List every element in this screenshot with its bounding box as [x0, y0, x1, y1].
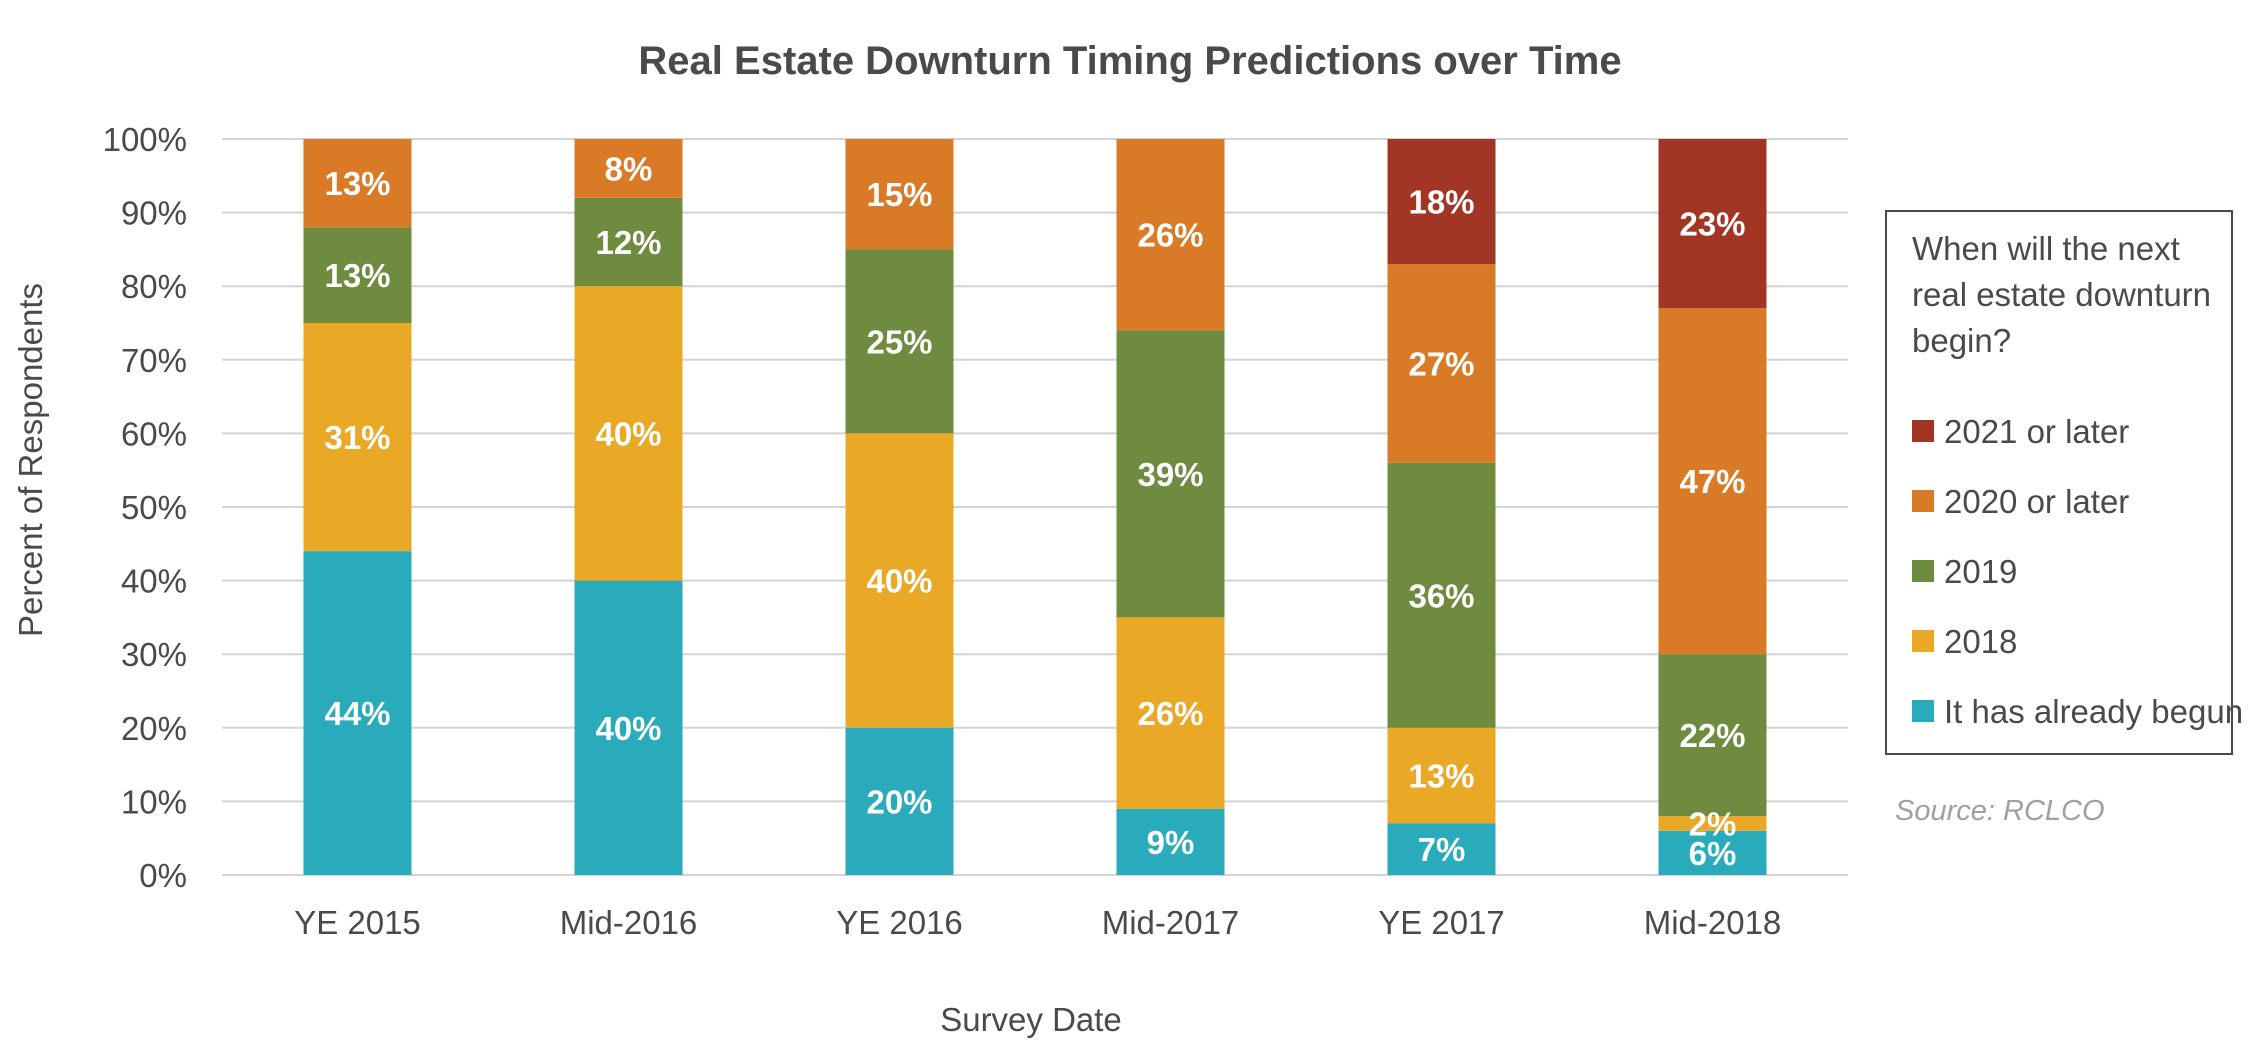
data-label: 47%: [1679, 463, 1745, 500]
legend-swatch: [1912, 700, 1934, 722]
data-label: 39%: [1137, 456, 1203, 493]
data-label: 12%: [595, 224, 661, 261]
data-label: 22%: [1679, 717, 1745, 754]
bar-segment: [1658, 139, 1767, 309]
y-tick-label: 0%: [139, 857, 187, 894]
data-label: 23%: [1679, 206, 1745, 243]
bar-segment: [303, 551, 412, 875]
legend-item-label: 2020 or later: [1944, 483, 2129, 520]
bar-segment: [574, 286, 683, 581]
bar-segment: [1116, 808, 1225, 875]
y-tick-label: 40%: [121, 563, 187, 600]
y-tick-label: 100%: [103, 121, 187, 158]
legend-swatch: [1912, 560, 1934, 582]
data-label: 13%: [324, 165, 390, 202]
legend-title: real estate downturn: [1912, 276, 2211, 313]
bar-segment: [1387, 264, 1496, 463]
bar-segment: [574, 197, 683, 287]
data-label: 40%: [595, 415, 661, 452]
bar-segment: [1387, 727, 1496, 824]
bar-segment: [1116, 139, 1225, 331]
bar-segment: [1658, 308, 1767, 655]
data-label: 27%: [1408, 345, 1474, 382]
data-label: 44%: [324, 695, 390, 732]
bar-segment: [1658, 816, 1767, 831]
bar-segment: [574, 139, 683, 198]
y-axis-title: Percent of Respondents: [12, 283, 49, 637]
data-label: 25%: [866, 323, 932, 360]
bar-segment: [1658, 654, 1767, 817]
data-label: 6%: [1689, 835, 1737, 872]
data-label: 20%: [866, 783, 932, 820]
y-tick-label: 30%: [121, 636, 187, 673]
data-label: 26%: [1137, 217, 1203, 254]
legend-title: begin?: [1912, 322, 2011, 359]
bar-segment: [1387, 462, 1496, 728]
legend-item-label: 2019: [1944, 553, 2017, 590]
y-tick-label: 60%: [121, 415, 187, 452]
chart-title: Real Estate Downturn Timing Predictions …: [638, 39, 1621, 83]
x-tick-label: YE 2017: [1378, 904, 1505, 941]
y-tick-label: 70%: [121, 342, 187, 379]
x-tick-label: Mid-2017: [1102, 904, 1240, 941]
x-axis-title: Survey Date: [940, 1001, 1122, 1038]
x-tick-label: Mid-2016: [560, 904, 698, 941]
legend-item-label: 2018: [1944, 623, 2017, 660]
data-label: 7%: [1418, 831, 1466, 868]
legend-title: When will the next: [1912, 230, 2180, 267]
x-tick-label: YE 2016: [836, 904, 963, 941]
source-note: Source: RCLCO: [1895, 795, 2105, 827]
bar-segment: [845, 727, 954, 875]
bar-segment: [303, 139, 412, 228]
data-label: 15%: [866, 176, 932, 213]
data-label: 18%: [1408, 184, 1474, 221]
legend-swatch: [1912, 420, 1934, 442]
y-tick-label: 80%: [121, 268, 187, 305]
bar-segment: [1116, 617, 1225, 809]
legend-item-label: It has already begun: [1944, 693, 2243, 730]
legend: When will the next real estate downturn be…: [1885, 210, 2243, 755]
y-tick-label: 20%: [121, 710, 187, 747]
data-label: 13%: [1408, 758, 1474, 795]
x-tick-label: YE 2015: [294, 904, 421, 941]
legend-box: [1885, 210, 2233, 755]
x-axis-ticks: YE 2015 Mid-2016 YE 2016 Mid-2017 YE 2017 Mid…: [294, 904, 1781, 941]
data-label: 8%: [605, 150, 653, 187]
legend-swatch: [1912, 630, 1934, 652]
data-label: 36%: [1408, 577, 1474, 614]
bar-segment: [1658, 830, 1767, 875]
legend-item-label: 2021 or later: [1944, 413, 2129, 450]
bar-segment: [574, 580, 683, 875]
data-label: 9%: [1147, 824, 1195, 861]
legend-swatch: [1912, 490, 1934, 512]
bar-segment: [1387, 823, 1496, 875]
data-label: 31%: [324, 419, 390, 456]
bar-segment: [845, 433, 954, 728]
y-axis-ticks: 0% 10% 20% 30% 40% 50% 60% 70% 80% 90% 100%: [103, 121, 187, 894]
data-label: 26%: [1137, 695, 1203, 732]
bar-segment: [303, 323, 412, 552]
bar-segment: [845, 249, 954, 434]
gridlines: [222, 138, 1848, 876]
bar-segment: [1116, 330, 1225, 618]
bars: 44% 31% 13% 13% 40% 40% 12% 8% 20% 40% 25% 15% 9% 26%…: [303, 139, 1767, 875]
y-tick-label: 50%: [121, 489, 187, 526]
data-label: 13%: [324, 257, 390, 294]
bar-segment: [303, 227, 412, 323]
bar-segment: [845, 139, 954, 250]
y-tick-label: 10%: [121, 783, 187, 820]
y-tick-label: 90%: [121, 195, 187, 232]
data-label: 40%: [866, 563, 932, 600]
x-tick-label: Mid-2018: [1644, 904, 1782, 941]
data-label: 2%: [1689, 805, 1737, 842]
data-label: 40%: [595, 710, 661, 747]
bar-segment: [1387, 139, 1496, 265]
